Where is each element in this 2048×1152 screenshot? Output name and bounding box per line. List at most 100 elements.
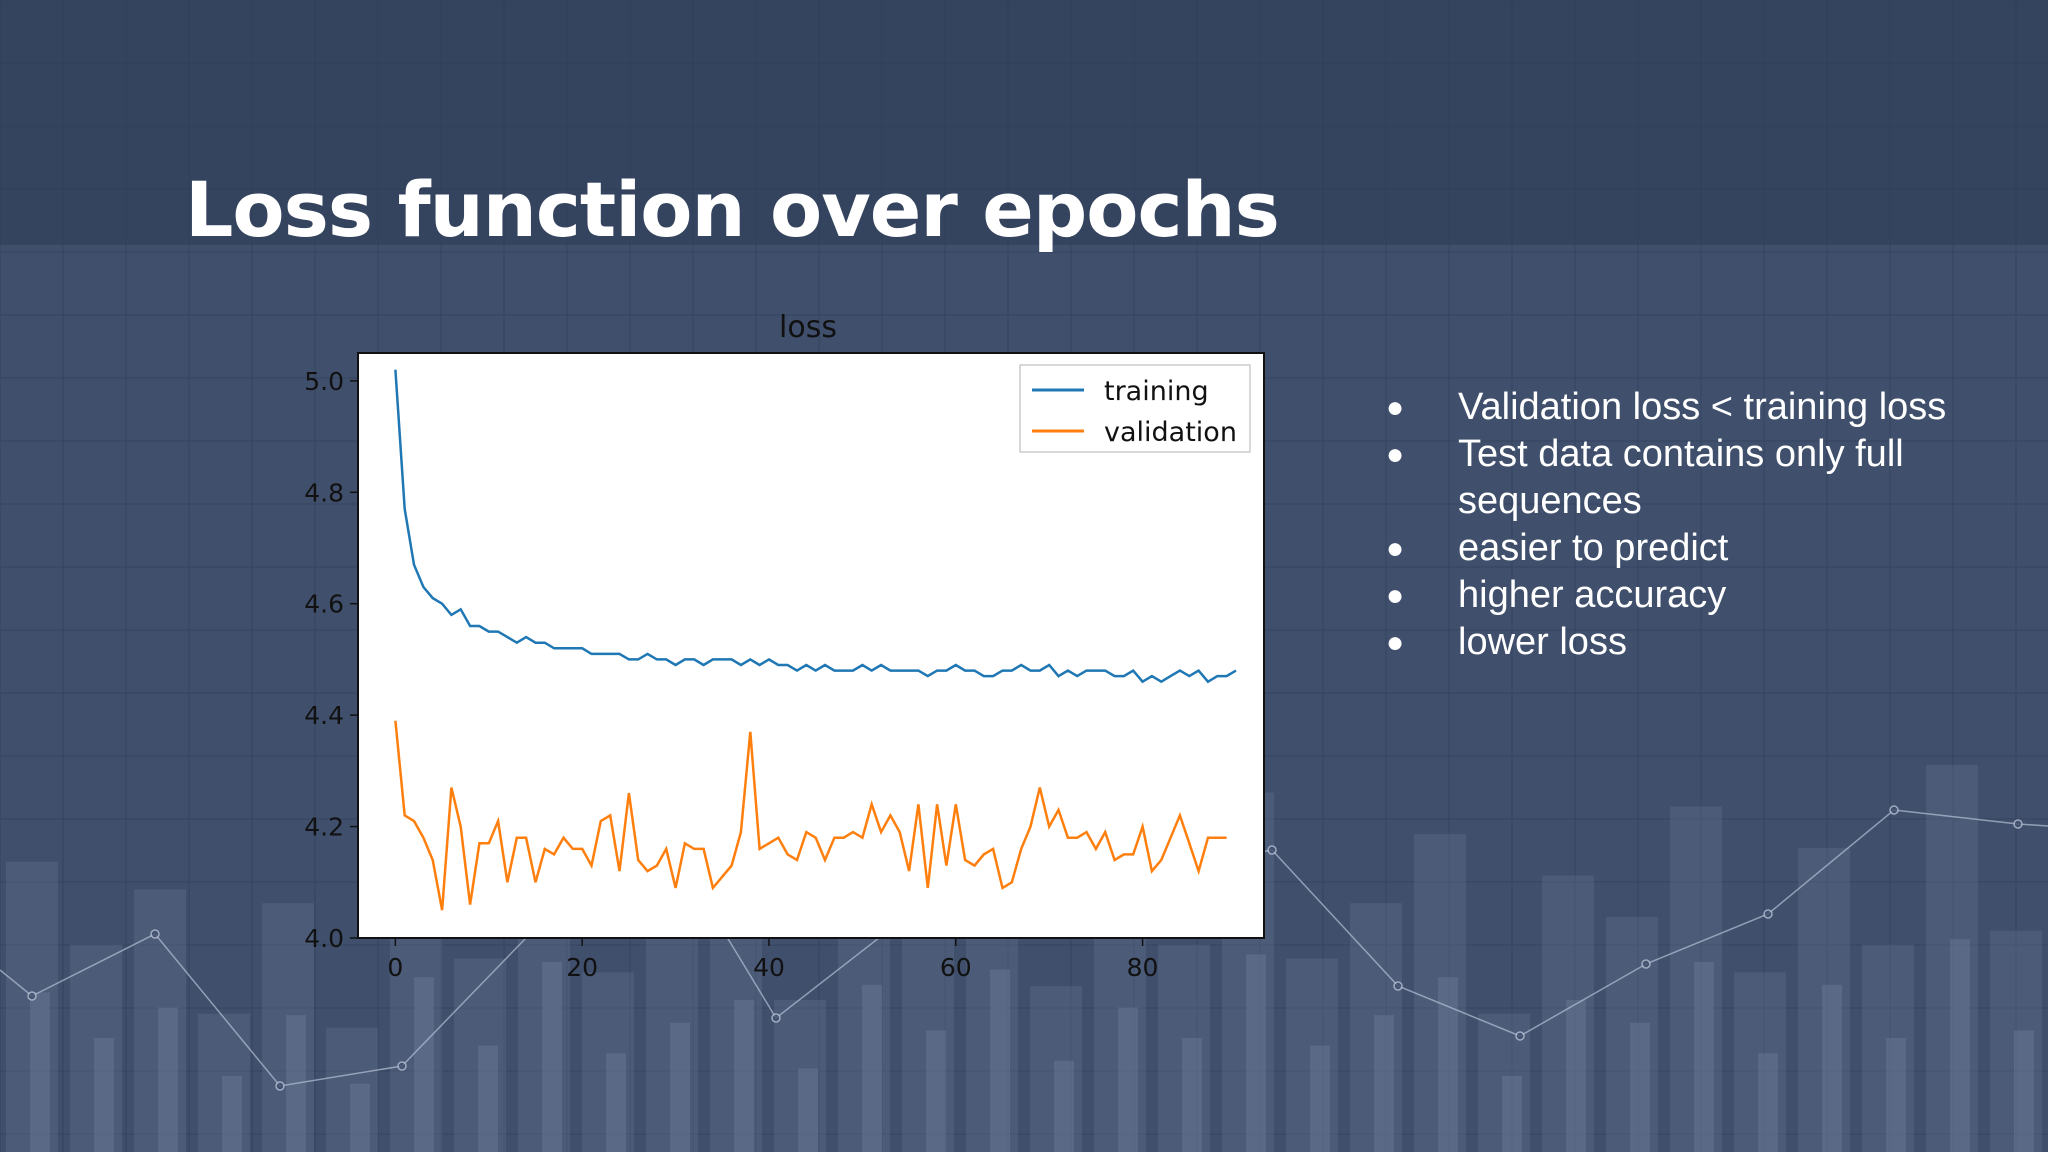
bg-bar <box>646 916 698 1152</box>
legend-label-validation: validation <box>1104 417 1237 448</box>
bg-bar <box>478 1045 498 1152</box>
legend-box <box>1019 364 1251 453</box>
bg-bar <box>542 961 562 1152</box>
bullet-list: ● Validation loss < training loss ● Test d… <box>1380 384 2018 666</box>
y-tick-label: 4.6 <box>304 590 344 619</box>
bg-bar <box>454 958 506 1152</box>
bg-bar <box>990 969 1010 1152</box>
bg-bar <box>158 1007 178 1152</box>
bg-bar <box>1990 930 2042 1152</box>
bg-bar <box>1798 847 1850 1152</box>
bullet-item: ● Validation loss < training loss <box>1380 384 2018 431</box>
bullet-item: ● easier to predict <box>1380 525 2018 572</box>
chart-legend: training validation <box>1019 364 1251 453</box>
bg-bar <box>1566 999 1586 1152</box>
bg-bar <box>1414 834 1466 1152</box>
bg-trend-point <box>1641 959 1651 969</box>
bullet-dot-icon: ● <box>1386 532 1405 565</box>
bullet-text: Validation loss < training loss <box>1458 386 1947 428</box>
bullet-text: easier to predict <box>1458 527 1729 569</box>
bullet-item: ● higher accuracy <box>1380 572 2018 619</box>
bg-trend-point <box>1515 1031 1525 1041</box>
bg-bar <box>1542 875 1594 1152</box>
bg-bar <box>1246 954 1266 1152</box>
bg-bar <box>1502 1075 1522 1152</box>
bullet-dot-icon: ● <box>1386 391 1405 424</box>
bg-bar <box>6 861 58 1152</box>
bg-bar <box>582 972 634 1152</box>
bg-bar <box>798 1068 818 1152</box>
x-tick-label: 40 <box>753 953 785 982</box>
bullet-text: lower loss <box>1458 621 1627 663</box>
bg-bar <box>926 1030 946 1152</box>
x-tick-label: 60 <box>940 953 972 982</box>
bg-bar <box>1758 1053 1778 1152</box>
bg-trend-point <box>771 1013 781 1023</box>
bg-trend-point <box>27 991 37 1001</box>
bg-bar <box>862 984 882 1152</box>
slide-title: Loss function over epochs <box>185 165 1280 254</box>
bg-bar <box>734 999 754 1152</box>
y-tick-label: 4.4 <box>304 701 344 730</box>
bg-bar <box>1926 764 1978 1152</box>
bullet-text: higher accuracy <box>1458 574 1727 616</box>
bg-bar <box>1606 916 1658 1152</box>
bg-trend-point <box>397 1061 407 1071</box>
bg-bar <box>326 1027 378 1152</box>
bullet-item: ● Test data contains only full sequences <box>1380 431 2018 525</box>
bg-bar <box>2014 1030 2034 1152</box>
series-line-training <box>394 369 1237 684</box>
bg-bar <box>262 903 314 1152</box>
bg-bar <box>606 1053 626 1152</box>
y-tick-label: 4.0 <box>304 924 344 953</box>
bg-trend-point <box>275 1081 285 1091</box>
bg-bar <box>134 889 186 1152</box>
bg-bar <box>1950 939 1970 1152</box>
bg-bar <box>70 944 122 1152</box>
bg-bar <box>1670 806 1722 1152</box>
bg-trend-point <box>1393 981 1403 991</box>
bullet-dot-icon: ● <box>1386 438 1405 471</box>
bg-trend-point <box>1889 805 1899 815</box>
x-tick-label: 80 <box>1127 953 1159 982</box>
bg-bar <box>1054 1060 1074 1152</box>
bg-bar <box>198 1013 250 1152</box>
bullet-text: Test data contains only full sequences <box>1458 433 1904 522</box>
bg-bar <box>1374 1015 1394 1152</box>
loss-chart: loss 4.0 4.2 4.4 4.6 4.8 5.0 0 20 40 60 80 traini… <box>304 310 1265 982</box>
x-tick-label: 0 <box>387 953 403 982</box>
bullet-dot-icon: ● <box>1386 579 1405 612</box>
bg-bar <box>1030 986 1082 1152</box>
bg-bar <box>1286 958 1338 1152</box>
x-tick-label: 20 <box>566 953 598 982</box>
y-tick-label: 4.2 <box>304 813 344 842</box>
bullet-dot-icon: ● <box>1386 626 1405 659</box>
bg-bar <box>1630 1022 1650 1152</box>
bg-bar <box>1862 944 1914 1152</box>
y-tick-label: 4.8 <box>304 478 344 507</box>
bg-bar <box>1694 961 1714 1152</box>
bullet-item: ● lower loss <box>1380 619 2018 666</box>
bg-trend-point <box>2013 819 2023 829</box>
bg-bar <box>1118 1007 1138 1152</box>
bg-trend-point <box>1267 845 1277 855</box>
bg-bar <box>1310 1045 1330 1152</box>
legend-label-training: training <box>1104 376 1209 407</box>
bg-bar <box>1734 972 1786 1152</box>
bg-bar <box>1886 1037 1906 1152</box>
series-line-validation <box>394 720 1227 911</box>
bg-bar <box>414 977 434 1152</box>
bg-bar <box>1822 984 1842 1152</box>
y-tick-label: 5.0 <box>304 367 344 396</box>
bg-bar <box>670 1022 690 1152</box>
bg-bar <box>30 992 50 1152</box>
bg-trend-point <box>150 929 160 939</box>
bg-bar <box>902 930 954 1152</box>
bg-bar <box>94 1037 114 1152</box>
bg-trend-point <box>1763 909 1773 919</box>
bg-bar <box>774 999 826 1152</box>
bg-bar <box>1158 944 1210 1152</box>
bg-bar <box>1182 1037 1202 1152</box>
bg-bar <box>1438 977 1458 1152</box>
bg-bar <box>350 1083 370 1152</box>
